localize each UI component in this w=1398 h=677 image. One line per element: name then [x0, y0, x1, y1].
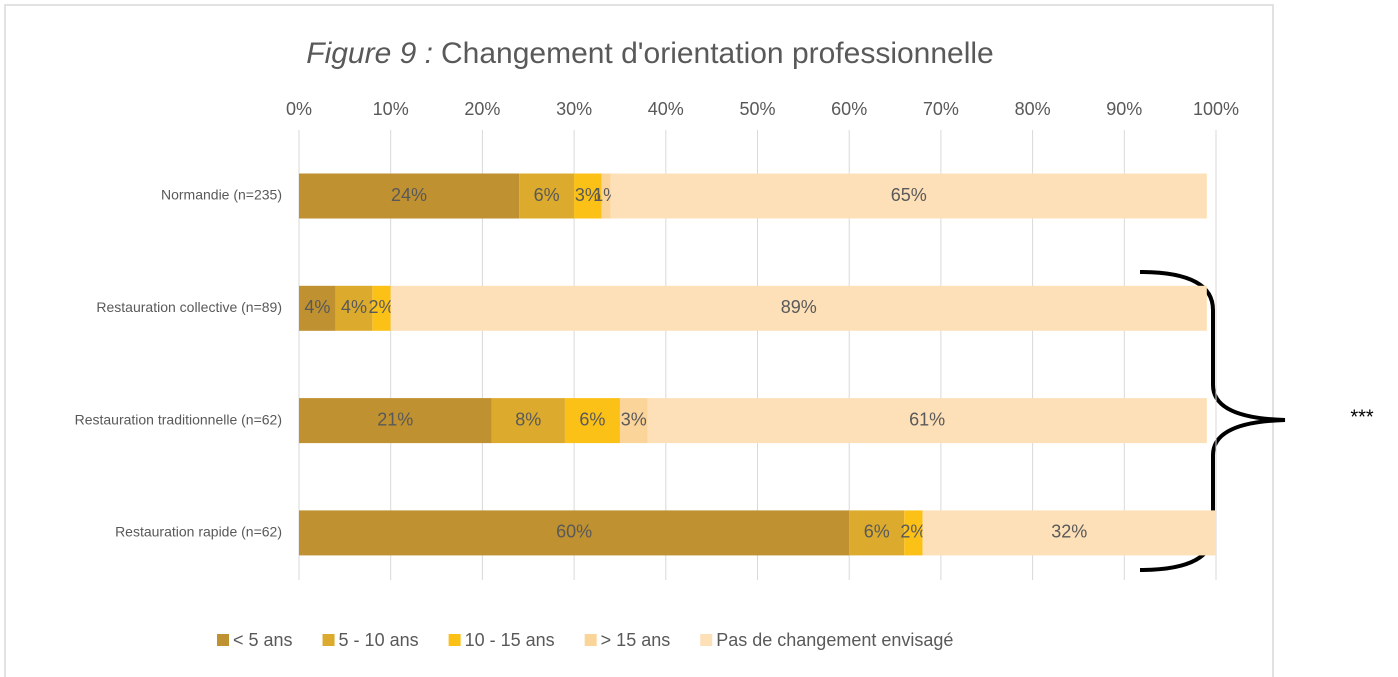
- legend-swatch: [584, 634, 597, 646]
- data-label: 4%: [304, 297, 330, 317]
- data-label: 2%: [369, 297, 395, 317]
- data-label: 6%: [579, 409, 605, 429]
- x-tick-label: 30%: [556, 99, 592, 119]
- x-tick-label: 80%: [1015, 99, 1051, 119]
- bar-segment: [904, 510, 923, 556]
- category-label: Restauration traditionnelle (n=62): [75, 411, 282, 427]
- x-tick-label: 10%: [373, 99, 409, 119]
- bar-segment: [299, 510, 850, 556]
- bar-segment: [372, 285, 391, 331]
- x-tick-label: 60%: [831, 99, 867, 119]
- legend-label: 10 - 15 ans: [465, 630, 555, 650]
- data-label: 24%: [391, 185, 427, 205]
- bar-segment: [922, 510, 1216, 556]
- data-label: 8%: [515, 409, 541, 429]
- x-tick-label: 20%: [464, 99, 500, 119]
- annotation: ***: [1350, 406, 1374, 428]
- data-label: 6%: [534, 185, 560, 205]
- legend-label: 5 - 10 ans: [339, 630, 419, 650]
- bar-segment: [601, 173, 611, 219]
- data-label: 3%: [621, 409, 647, 429]
- bar-segment: [647, 398, 1207, 444]
- title-label: Figure 9 :: [306, 37, 433, 70]
- data-label: 4%: [341, 297, 367, 317]
- bar-segment: [299, 398, 492, 444]
- bar-segment: [491, 398, 565, 444]
- category-label: Restauration collective (n=89): [96, 299, 282, 315]
- data-label: 6%: [864, 522, 890, 542]
- chart-title: Figure 9 : Changement d'orientation profe…: [306, 37, 994, 70]
- chart-frame: [4, 4, 1274, 677]
- legend-label: < 5 ans: [233, 630, 293, 650]
- legend-label: > 15 ans: [601, 630, 671, 650]
- data-label: 61%: [909, 409, 945, 429]
- legend-swatch: [700, 634, 713, 646]
- bar-segment: [849, 510, 905, 556]
- x-tick-label: 40%: [648, 99, 684, 119]
- data-label: 3%: [575, 185, 601, 205]
- bar-segment: [519, 173, 575, 219]
- bar-segment: [574, 173, 602, 219]
- legend-swatch: [448, 634, 461, 646]
- data-label: 21%: [377, 409, 413, 429]
- data-label: 60%: [556, 522, 592, 542]
- bar-segment: [610, 173, 1207, 219]
- legend-label: Pas de changement envisagé: [716, 630, 953, 650]
- bar-segment: [564, 398, 620, 444]
- bar-segment: [335, 285, 373, 331]
- bar-segment: [299, 173, 520, 219]
- category-label: Normandie (n=235): [161, 187, 282, 203]
- bar-segment: [390, 285, 1207, 331]
- x-tick-label: 70%: [923, 99, 959, 119]
- legend-swatch: [217, 634, 229, 646]
- data-label: 65%: [891, 185, 927, 205]
- x-tick-label: 100%: [1193, 99, 1239, 119]
- bar-segment: [619, 398, 648, 444]
- bar-segment: [299, 285, 336, 331]
- data-label: 89%: [781, 297, 817, 317]
- data-label: 2%: [900, 522, 926, 542]
- x-tick-label: 50%: [739, 99, 775, 119]
- x-tick-label: 90%: [1106, 99, 1142, 119]
- x-tick-label: 0%: [286, 99, 312, 119]
- legend-swatch: [322, 634, 335, 646]
- category-label: Restauration rapide (n=62): [115, 524, 282, 540]
- title-text: Changement d'orientation professionnelle: [441, 37, 994, 70]
- data-label: 32%: [1051, 522, 1087, 542]
